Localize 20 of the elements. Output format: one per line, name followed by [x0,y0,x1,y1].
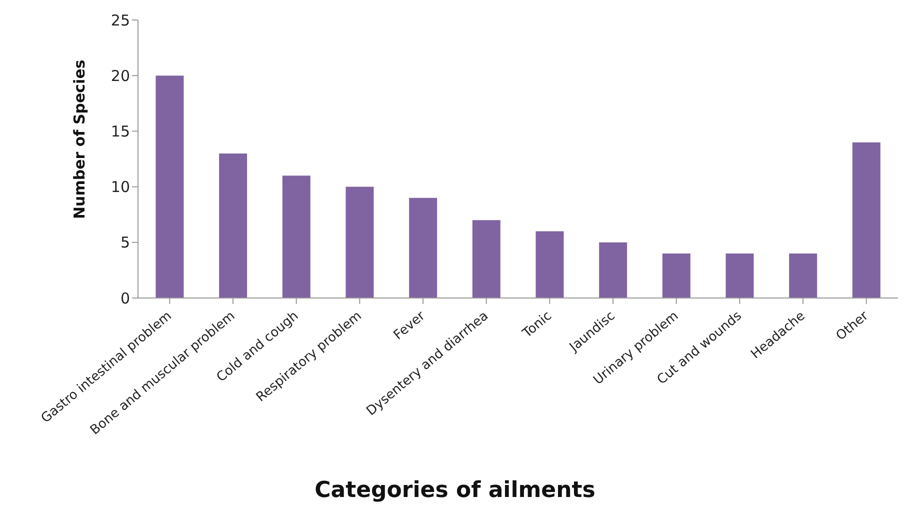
bar [346,186,374,298]
y-tick-label: 20 [110,66,130,85]
bar [852,142,880,298]
x-axis-title: Categories of ailments [314,478,596,503]
bar [409,198,438,298]
bar [662,254,690,298]
y-tick-label: 25 [110,11,130,30]
bar [472,220,500,298]
y-tick-label: 5 [120,234,130,252]
bar [789,254,818,298]
bar [219,153,248,298]
bar [599,242,628,298]
bar [282,176,310,298]
y-tick-label: 0 [120,289,130,308]
y-tick-label: 15 [110,122,130,141]
bar [536,231,564,298]
y-tick-label: 10 [110,178,130,196]
bar [726,254,754,298]
y-axis-title: Number of Species [70,60,88,219]
bar [156,76,184,298]
